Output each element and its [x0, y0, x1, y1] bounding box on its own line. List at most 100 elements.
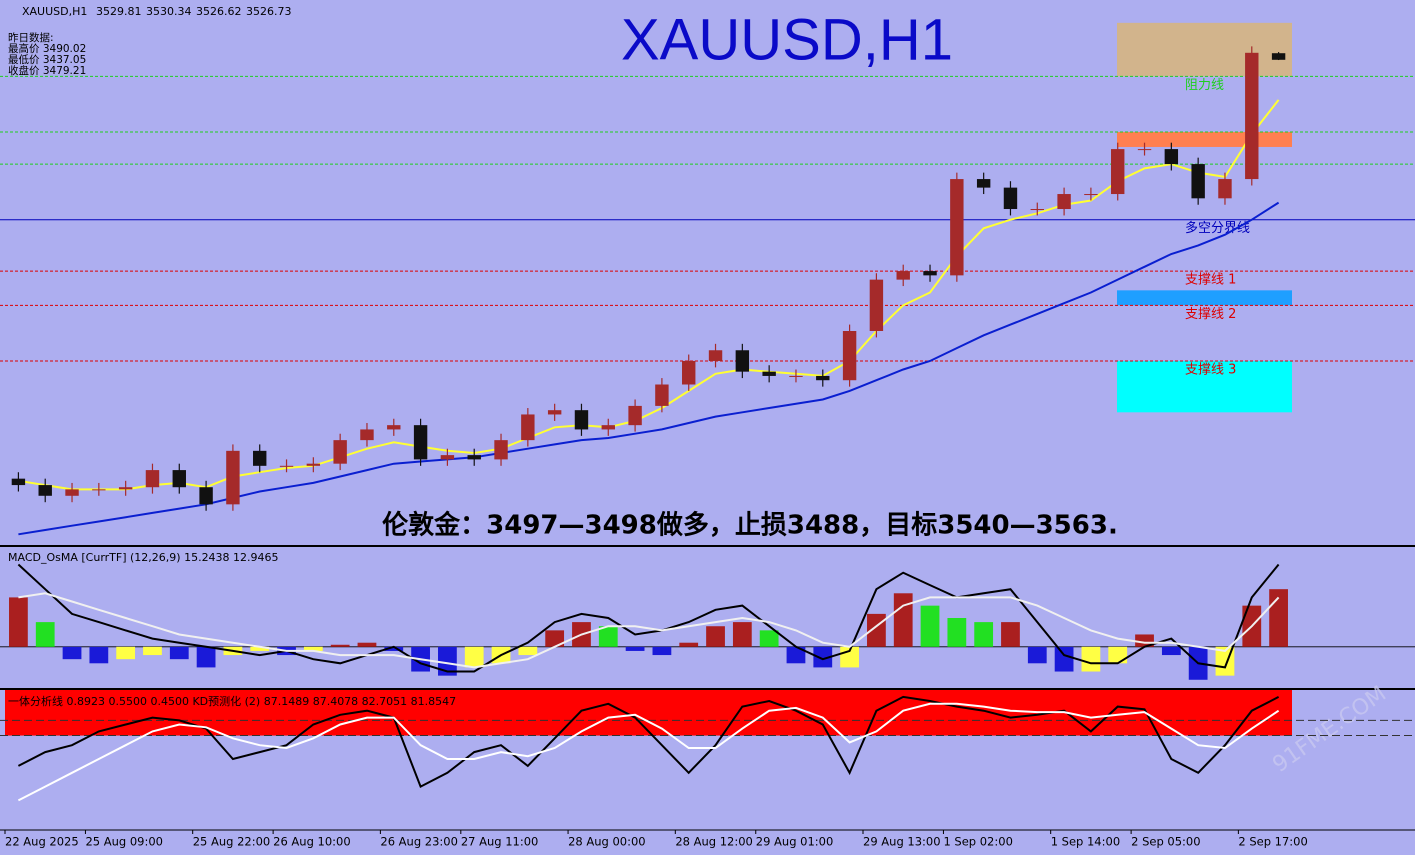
kd-band: [5, 690, 1292, 736]
candle-body: [1191, 164, 1205, 199]
candle-body: [1245, 52, 1259, 180]
macd-bar: [1054, 646, 1074, 672]
macd-bar: [706, 626, 725, 647]
macd-bar: [384, 646, 404, 651]
candle-body: [816, 375, 830, 381]
macd-bar: [625, 646, 645, 651]
candle-body: [92, 489, 106, 491]
candle-body: [1003, 187, 1018, 210]
candle-body: [279, 465, 294, 467]
open-price: 3529.81: [96, 5, 142, 18]
candle-body: [253, 450, 267, 466]
macd-bar: [303, 646, 323, 651]
candle-body: [1057, 194, 1071, 210]
x-tick-label: 2 Sep 17:00: [1238, 835, 1307, 849]
macd-bar: [652, 646, 672, 656]
macd-bar: [1001, 622, 1020, 647]
candle-body: [226, 450, 240, 505]
candle-body: [601, 425, 615, 430]
macd-bar: [947, 618, 967, 647]
kd-line: [17, 695, 1280, 788]
zone: [1117, 290, 1292, 306]
macd-bar: [116, 646, 136, 660]
macd-bar: [169, 646, 189, 660]
macd-bar: [679, 642, 699, 647]
macd-bar: [598, 626, 618, 647]
candle-body: [682, 360, 696, 385]
candle-body: [172, 470, 186, 488]
candle-body: [789, 375, 803, 377]
x-tick-label: 26 Aug 23:00: [380, 835, 458, 849]
candle-body: [145, 470, 160, 488]
macd-bar: [786, 646, 806, 664]
zone: [1117, 360, 1292, 413]
candle-body: [1111, 149, 1125, 195]
macd-bar: [1027, 646, 1047, 664]
macd-bar: [759, 630, 779, 647]
x-tick-label: 22 Aug 2025: [5, 835, 79, 849]
macd-line: [17, 563, 1280, 673]
candle-body: [1084, 194, 1098, 196]
candle-body: [360, 429, 374, 441]
x-tick-label: 1 Sep 14:00: [1051, 835, 1120, 849]
candle-body: [923, 271, 937, 276]
macd-line: [18, 592, 1280, 669]
level-label: 多空分界线: [1185, 220, 1250, 236]
macd-bar: [196, 646, 216, 668]
macd-bar: [35, 622, 55, 647]
candle-body: [708, 350, 723, 361]
info-line: 最低价 3437.05: [8, 53, 86, 66]
candle-body: [1218, 179, 1232, 199]
macd-bar: [1108, 646, 1128, 664]
level-label: 支撑线 3: [1185, 362, 1236, 377]
x-tick-label: 1 Sep 02:00: [943, 835, 1012, 849]
candle-body: [306, 463, 321, 466]
x-tick-label: 29 Aug 13:00: [863, 835, 941, 849]
annotation: 伦敦金：3497—3498做多，止损3488，目标3540—3563.: [382, 510, 1118, 541]
candle-body: [467, 455, 481, 460]
chart-title: XAUUSD,H1: [621, 7, 953, 72]
candle-body: [735, 350, 750, 372]
macd-bar: [1081, 646, 1101, 672]
macd-bar: [518, 646, 538, 656]
candle-body: [333, 440, 347, 464]
macd-bar: [1135, 634, 1154, 647]
macd-bar: [974, 622, 994, 647]
macd-bar: [330, 644, 350, 647]
macd-bar: [89, 646, 109, 664]
info-line: 最高价 3490.02: [8, 42, 86, 55]
low-price: 3526.62: [196, 5, 242, 18]
candle-body: [1271, 53, 1286, 60]
macd-bar: [143, 646, 162, 656]
macd-bar: [732, 622, 752, 647]
level-label: 支撑线 1: [1185, 273, 1236, 288]
candle-body: [65, 489, 79, 496]
candle-body: [896, 271, 910, 280]
macd-bar: [464, 646, 484, 668]
high-price: 3530.34: [146, 5, 192, 18]
macd-bar: [545, 630, 565, 647]
x-tick-label: 26 Aug 10:00: [273, 835, 351, 849]
x-tick-label: 25 Aug 22:00: [193, 835, 271, 849]
info-line: 昨日数据:: [8, 31, 54, 44]
candle-body: [38, 485, 52, 496]
zone: [1117, 131, 1292, 147]
macd-bar: [438, 646, 457, 676]
candle-body: [199, 487, 213, 505]
x-tick-label: 29 Aug 01:00: [756, 835, 834, 849]
candle-body: [1137, 149, 1152, 151]
info-line: 收盘价 3479.21: [8, 64, 86, 77]
candle-body: [118, 487, 133, 490]
macd-bar: [813, 646, 833, 668]
zone: [1117, 22, 1292, 77]
kd-label: 一体分析线 0.8923 0.5500 0.4500 KD预测化 (2) 87.…: [8, 694, 456, 708]
candle-body: [494, 440, 508, 460]
candle-body: [574, 410, 589, 430]
x-tick-label: 27 Aug 11:00: [461, 835, 539, 849]
candle-body: [1030, 209, 1044, 211]
x-tick-label: 25 Aug 09:00: [85, 835, 163, 849]
candle-body: [950, 179, 964, 276]
candle-body: [11, 478, 26, 486]
